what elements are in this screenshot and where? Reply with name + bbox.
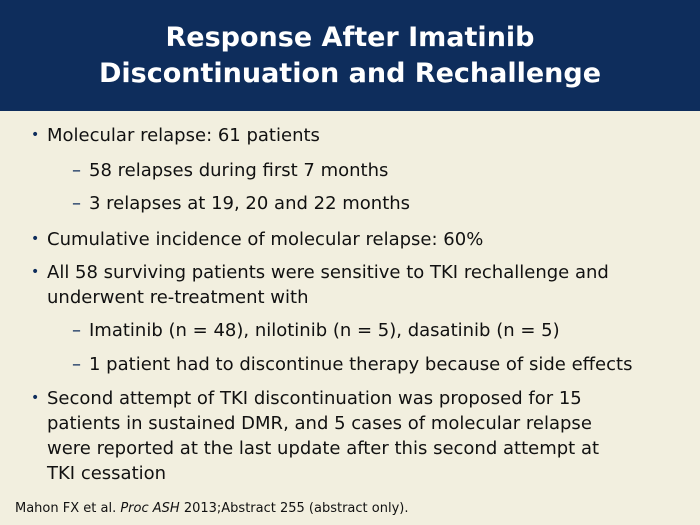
citation: Mahon FX et al. Proc ASH 2013;Abstract 2… (15, 500, 408, 518)
bullet-text: Cumulative incidence of molecular relaps… (47, 229, 484, 250)
sub-bullet-text: 1 patient had to discontinue therapy bec… (89, 354, 633, 375)
bullet-text: TKI cessation (47, 463, 167, 484)
bullet-icon: • (31, 231, 40, 247)
bullet-text: Molecular relapse: 61 patients (47, 125, 320, 146)
bullet-text: Second attempt of TKI discontinuation wa… (47, 388, 582, 409)
sub-bullet-text: 58 relapses during first 7 months (89, 160, 389, 181)
dash-icon: – (72, 320, 81, 341)
citation-journal: Proc ASH (120, 501, 180, 516)
slide-title-line-2: Discontinuation and Rechallenge (98, 57, 602, 89)
bullet-icon: • (31, 127, 40, 143)
title-bar: Response After Imatinib Discontinuation … (0, 0, 700, 111)
bullet-text: were reported at the last update after t… (47, 438, 600, 459)
dash-icon: – (72, 354, 81, 375)
bullet-text: All 58 surviving patients were sensitive… (47, 262, 609, 283)
bullet-icon: • (31, 390, 40, 406)
sub-bullet-text: Imatinib (n = 48), nilotinib (n = 5), da… (89, 320, 560, 341)
bullet-icon: • (31, 264, 40, 280)
dash-icon: – (72, 193, 81, 214)
bullet-text: patients in sustained DMR, and 5 cases o… (47, 413, 592, 434)
dash-icon: – (72, 160, 81, 181)
slide-title-line-1: Response After Imatinib (165, 21, 535, 53)
citation-authors: Mahon FX et al. (15, 501, 121, 516)
sub-bullet-text: 3 relapses at 19, 20 and 22 months (89, 193, 411, 214)
citation-details: 2013;Abstract 255 (abstract only). (179, 501, 409, 516)
bullet-text: underwent re-treatment with (47, 287, 309, 308)
